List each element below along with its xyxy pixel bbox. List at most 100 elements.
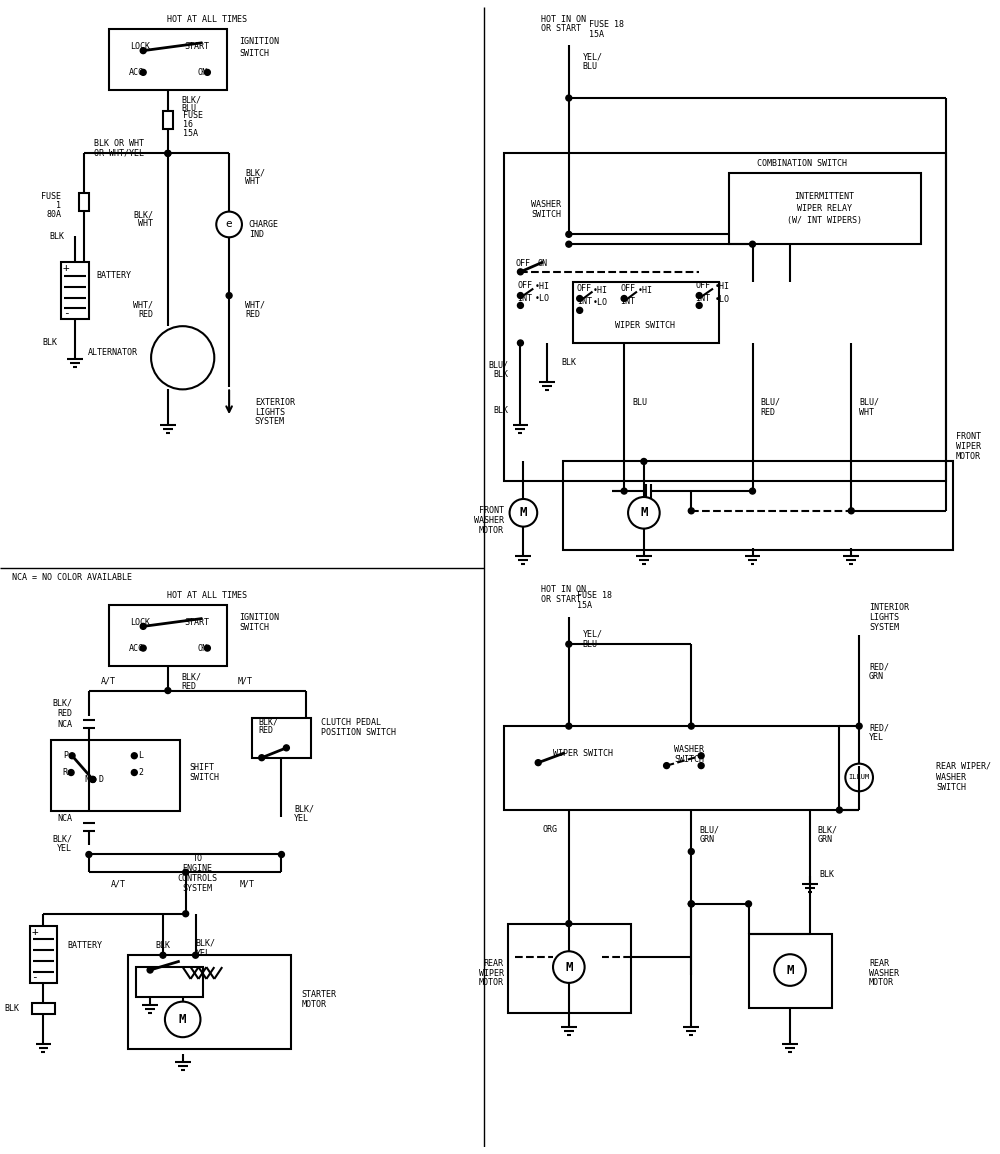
Text: RED/: RED/ (869, 724, 889, 733)
Text: HOT AT ALL TIMES: HOT AT ALL TIMES (167, 591, 247, 600)
Text: GRN: GRN (818, 835, 833, 845)
Text: BLK: BLK (49, 232, 64, 241)
Circle shape (688, 901, 694, 907)
Circle shape (856, 724, 862, 729)
Text: IND: IND (249, 230, 264, 239)
Text: •HI: •HI (715, 283, 730, 291)
Circle shape (566, 724, 572, 729)
Text: CHARGE: CHARGE (249, 220, 279, 228)
Text: BLK/: BLK/ (196, 939, 216, 947)
Text: MOTOR: MOTOR (479, 526, 504, 535)
Text: M/T: M/T (237, 676, 252, 685)
Text: YEL/: YEL/ (583, 52, 603, 61)
Text: WHT/: WHT/ (133, 301, 153, 310)
Text: SWITCH: SWITCH (239, 50, 269, 58)
Text: SHIFT: SHIFT (190, 763, 215, 772)
Text: R: R (62, 769, 67, 777)
Text: (W/ INT WIPERS): (W/ INT WIPERS) (787, 216, 862, 225)
Text: A/T: A/T (111, 879, 126, 889)
Circle shape (147, 967, 153, 973)
Bar (163, 111, 173, 128)
Text: IGNITION: IGNITION (239, 613, 279, 622)
Text: YEL: YEL (869, 734, 884, 742)
Bar (51, 740, 180, 811)
Text: 80A: 80A (46, 210, 61, 219)
Circle shape (836, 807, 842, 814)
Circle shape (628, 497, 660, 529)
Circle shape (696, 302, 702, 308)
Circle shape (131, 770, 137, 775)
Circle shape (165, 150, 171, 156)
Text: NCA: NCA (57, 815, 72, 824)
Circle shape (688, 508, 694, 514)
Circle shape (698, 752, 704, 758)
Text: LOCK: LOCK (130, 43, 150, 51)
Text: START: START (184, 43, 209, 51)
Text: BLK: BLK (561, 358, 576, 367)
Text: D: D (99, 775, 104, 784)
Text: BLU/: BLU/ (489, 360, 509, 369)
Bar (508, 923, 631, 1012)
Circle shape (566, 231, 572, 238)
Text: M: M (520, 507, 527, 519)
Text: CLUTCH PEDAL: CLUTCH PEDAL (321, 718, 381, 727)
Text: BLU: BLU (583, 639, 598, 649)
Text: BLK/: BLK/ (52, 834, 72, 844)
Text: WHT: WHT (245, 178, 260, 187)
Text: RED: RED (57, 709, 72, 718)
Text: OR WHT/YEL: OR WHT/YEL (94, 149, 144, 158)
Text: RED: RED (182, 682, 197, 691)
Text: WASHER: WASHER (474, 516, 504, 525)
Text: BLK: BLK (42, 338, 57, 347)
Bar (30, 926, 57, 983)
Text: WHT/: WHT/ (245, 301, 265, 310)
Text: M: M (565, 960, 573, 974)
Circle shape (165, 688, 171, 694)
Text: ON: ON (537, 260, 547, 269)
Circle shape (688, 848, 694, 854)
Text: WASHER: WASHER (531, 200, 561, 209)
Circle shape (183, 911, 189, 916)
Circle shape (848, 508, 854, 514)
Text: FUSE 18: FUSE 18 (577, 591, 612, 600)
Text: MOTOR: MOTOR (956, 452, 981, 460)
Bar (109, 29, 227, 90)
Circle shape (621, 488, 627, 494)
Text: WIPER: WIPER (956, 442, 981, 451)
Text: ALTERNATOR: ALTERNATOR (88, 349, 138, 358)
Text: +: + (31, 927, 38, 937)
Circle shape (535, 759, 541, 765)
Circle shape (517, 340, 523, 346)
Circle shape (517, 293, 523, 299)
Circle shape (193, 952, 198, 958)
Text: STARTER: STARTER (301, 990, 336, 999)
Text: LIGHTS: LIGHTS (255, 407, 285, 417)
Text: 16: 16 (183, 120, 193, 129)
Text: MOTOR: MOTOR (869, 979, 894, 988)
Circle shape (226, 293, 232, 299)
Text: LIGHTS: LIGHTS (869, 613, 899, 622)
Text: M: M (640, 507, 648, 519)
Text: IGNITION: IGNITION (239, 37, 279, 46)
Text: A/T: A/T (101, 676, 116, 685)
Text: OFF: OFF (577, 284, 592, 293)
Text: BLK/: BLK/ (52, 699, 72, 707)
Circle shape (688, 724, 694, 729)
Text: WIPER SWITCH: WIPER SWITCH (615, 321, 675, 330)
Text: BLU: BLU (583, 62, 598, 70)
Text: -: - (31, 972, 38, 982)
Text: M: M (786, 964, 794, 976)
Text: -: - (63, 308, 70, 319)
Text: WHT: WHT (859, 407, 874, 417)
Text: YEL: YEL (196, 949, 211, 958)
Text: SYSTEM: SYSTEM (869, 623, 899, 632)
Text: YEL: YEL (57, 844, 72, 853)
Bar (749, 934, 832, 1007)
Text: INT: INT (620, 297, 635, 306)
Circle shape (566, 921, 572, 927)
Circle shape (140, 69, 146, 75)
Text: •HI: •HI (593, 286, 608, 295)
Text: ENGINE: ENGINE (183, 864, 213, 872)
Text: 1: 1 (56, 201, 61, 210)
Text: INT: INT (517, 294, 532, 304)
